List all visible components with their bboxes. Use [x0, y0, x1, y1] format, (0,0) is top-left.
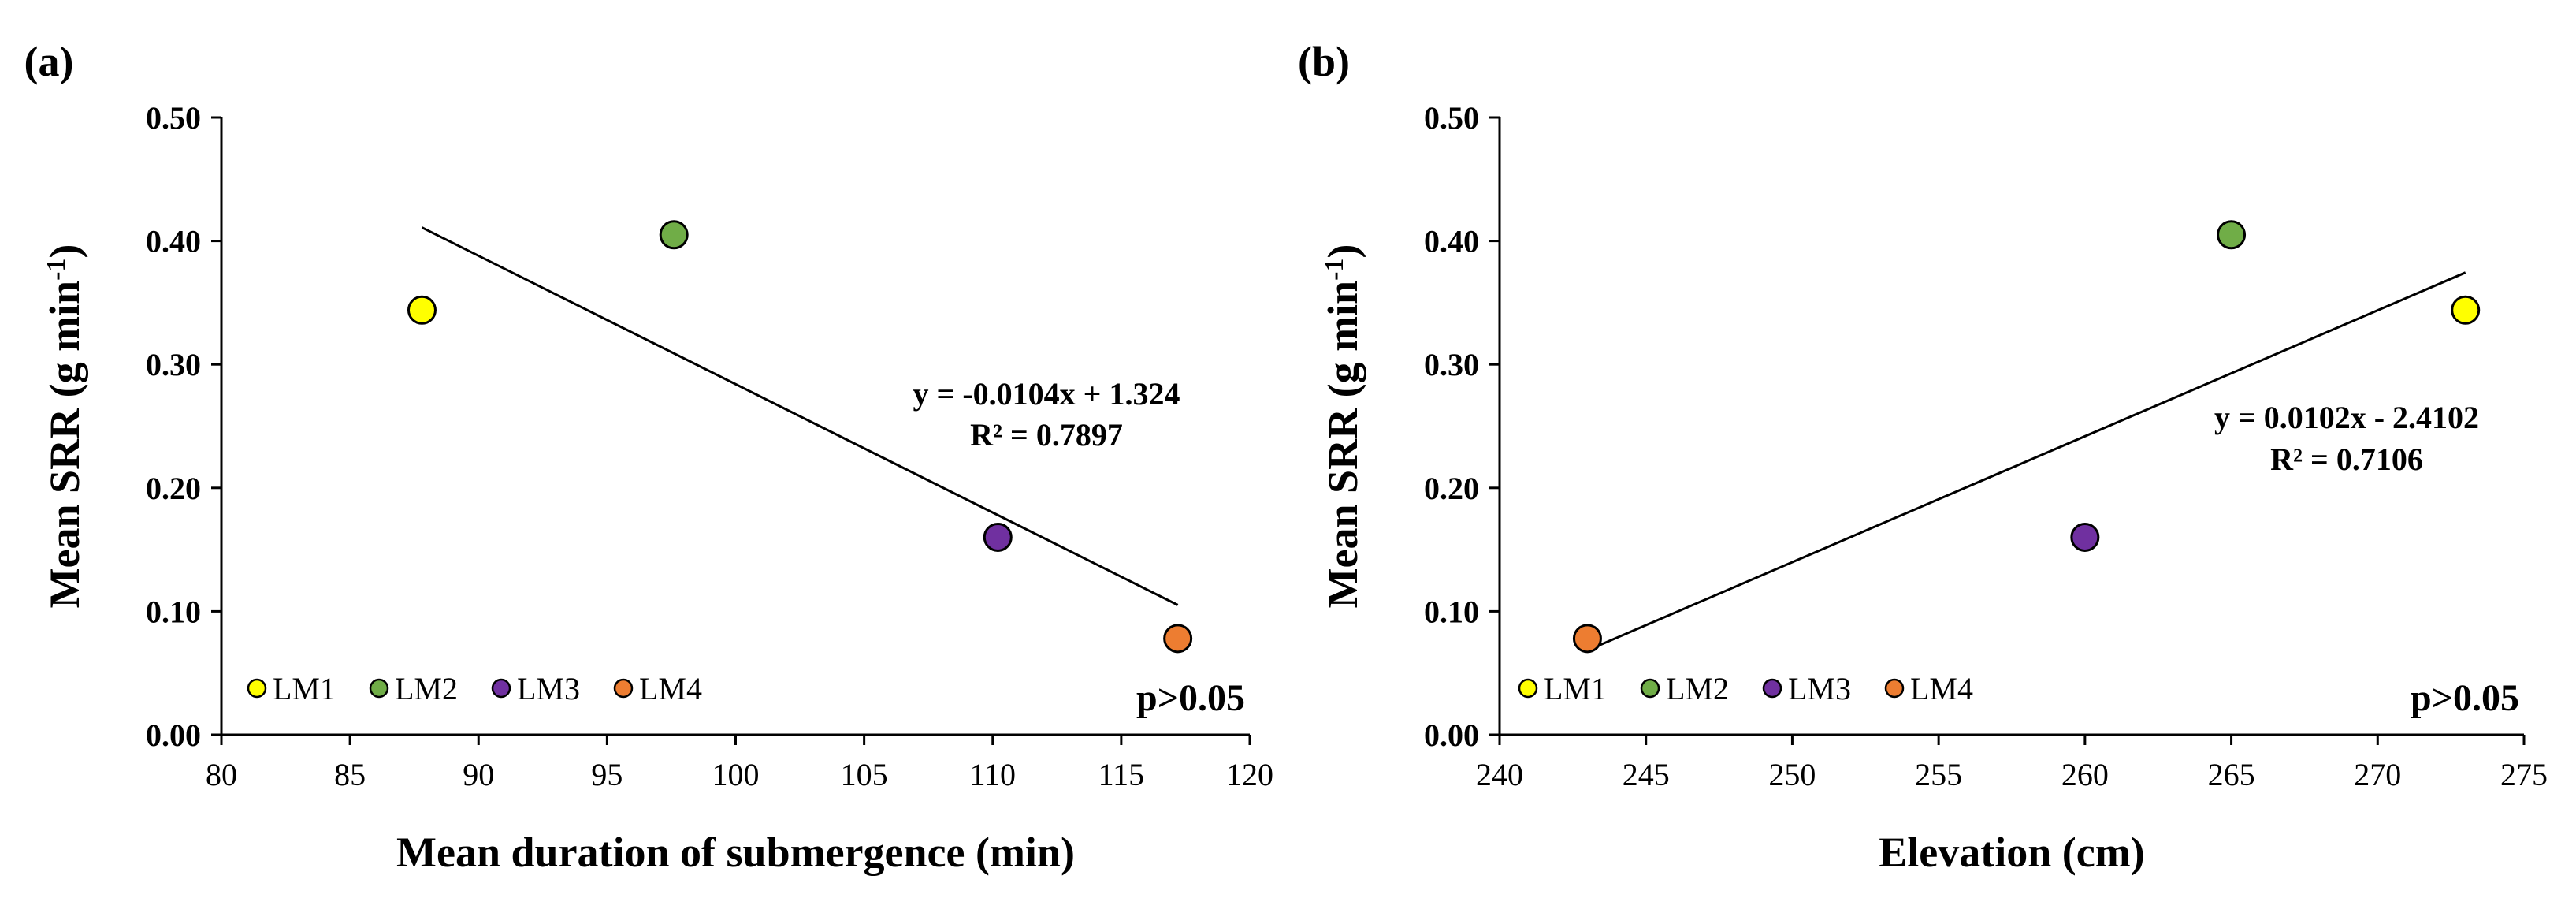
y-tick-label: 0.20	[146, 471, 201, 506]
legend-marker-lm2	[369, 678, 389, 699]
data-point-lm3	[2070, 522, 2100, 552]
x-tick-label: 245	[1623, 757, 1670, 792]
legend-label-lm1: LM1	[1544, 671, 1607, 706]
x-tick-label: 110	[969, 757, 1016, 792]
trendline	[421, 226, 1179, 606]
legend-label-lm4: LM4	[639, 671, 702, 706]
y-tick-label: 0.00	[1424, 717, 1479, 753]
x-tick-label: 115	[1098, 757, 1145, 792]
legend-marker-lm3	[491, 678, 511, 699]
x-tick-label: 80	[206, 757, 237, 792]
x-tick-label: 85	[334, 757, 366, 792]
data-point-lm1	[2451, 295, 2481, 325]
y-tick-label: 0.00	[146, 717, 201, 753]
y-tick-label: 0.20	[1424, 471, 1479, 506]
x-tick-label: 90	[463, 757, 494, 792]
x-axis-title: Elevation (cm)	[1879, 829, 2144, 876]
panel-label: (a)	[24, 38, 74, 85]
y-tick-label: 0.40	[146, 224, 201, 259]
data-point-lm4	[1163, 624, 1193, 654]
x-tick-label: 120	[1226, 757, 1273, 792]
r-squared-label: R² = 0.7897	[970, 417, 1123, 453]
x-tick-label: 105	[841, 757, 888, 792]
legend-marker-lm4	[1884, 678, 1905, 699]
r-squared-label: R² = 0.7106	[2270, 442, 2423, 477]
y-tick-label: 0.50	[1424, 100, 1479, 136]
data-point-lm2	[659, 220, 689, 250]
x-tick-label: 265	[2208, 757, 2255, 792]
x-tick-label: 250	[1768, 757, 1816, 792]
x-tick-label: 100	[712, 757, 760, 792]
y-tick-label: 0.50	[146, 100, 201, 136]
x-tick-label: 275	[2500, 757, 2548, 792]
data-point-lm3	[983, 522, 1013, 552]
trendline-equation: y = -0.0104x + 1.324	[913, 376, 1180, 412]
x-tick-label: 270	[2354, 757, 2401, 792]
x-tick-label: 240	[1476, 757, 1523, 792]
legend-label-lm3: LM3	[517, 671, 580, 706]
panel-label: (b)	[1298, 38, 1350, 85]
y-tick-label: 0.30	[1424, 347, 1479, 382]
y-tick-label: 0.10	[1424, 594, 1479, 629]
legend-label-lm2: LM2	[395, 671, 458, 706]
data-point-lm4	[1572, 624, 1602, 654]
legend-label-lm4: LM4	[1910, 671, 1973, 706]
p-value-label: p>0.05	[1136, 677, 1245, 719]
y-tick-label: 0.40	[1424, 224, 1479, 259]
y-axis-title: Mean SRR (g min-1)	[1319, 244, 1366, 609]
legend-marker-lm1	[1518, 678, 1538, 699]
trendline	[1586, 271, 2466, 652]
legend-marker-lm2	[1640, 678, 1660, 699]
x-axis-title: Mean duration of submergence (min)	[396, 829, 1075, 876]
legend-label-lm3: LM3	[1788, 671, 1851, 706]
legend-marker-lm1	[247, 678, 267, 699]
legend-marker-lm3	[1762, 678, 1782, 699]
x-tick-label: 255	[1915, 757, 1962, 792]
y-tick-label: 0.10	[146, 594, 201, 629]
legend-label-lm2: LM2	[1666, 671, 1729, 706]
trendline-equation: y = 0.0102x - 2.4102	[2214, 400, 2479, 435]
y-axis-title: Mean SRR (g min-1)	[41, 244, 88, 609]
x-tick-label: 95	[591, 757, 623, 792]
data-point-lm1	[407, 295, 437, 325]
y-tick-label: 0.30	[146, 347, 201, 382]
panel-a: (a) 0.00 0.10 0.20 0.30 0.40 0.50 80 85 90 95 100 10…	[24, 38, 1273, 876]
x-tick-label: 260	[2061, 757, 2109, 792]
legend-marker-lm4	[613, 678, 634, 699]
data-point-lm2	[2217, 220, 2247, 250]
p-value-label: p>0.05	[2411, 677, 2519, 719]
panel-b: (b) 0.00 0.10 0.20 0.30 0.40 0.50 240 245 250 255 2…	[1298, 38, 2548, 876]
legend-label-lm1: LM1	[273, 671, 336, 706]
